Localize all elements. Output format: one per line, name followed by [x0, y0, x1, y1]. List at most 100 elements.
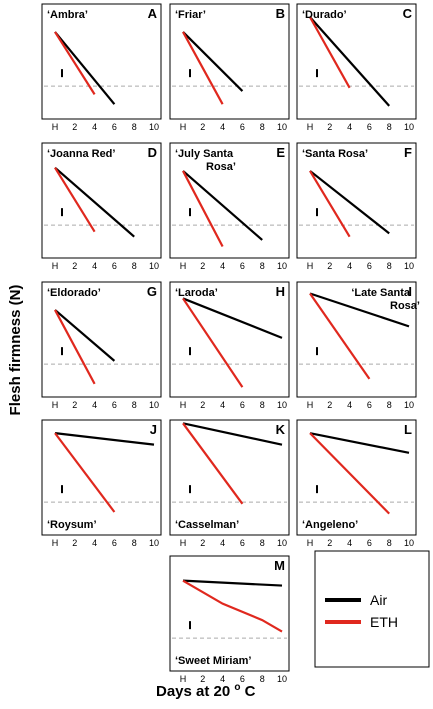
panel-letter: F [404, 145, 412, 160]
x-tick-label: 6 [240, 674, 245, 684]
panel-d: H 2 4 6 8 10 D ‘Joanna Red’ [41, 142, 162, 271]
x-tick-label: 6 [112, 122, 117, 132]
x-tick-label: 8 [132, 538, 137, 548]
panel-letter: D [148, 145, 157, 160]
cultivar-label: ‘Roysum’ [47, 519, 97, 531]
panel-frame [41, 419, 162, 536]
x-tick-label: 4 [220, 674, 225, 684]
series-line-air [182, 170, 263, 241]
x-axis-title: Days at 20 o C [156, 677, 256, 700]
panel-frame [41, 142, 162, 259]
x-tick-label: 2 [200, 674, 205, 684]
x-tick-label: 10 [277, 674, 287, 684]
x-tick-label: 2 [72, 122, 77, 132]
x-tick-label: 6 [112, 538, 117, 548]
cultivar-label: Rosa’ [206, 161, 236, 173]
x-tick-label: 8 [387, 538, 392, 548]
x-tick-label: 8 [260, 400, 265, 410]
x-tick-label: 2 [72, 261, 77, 271]
x-tick-label: 8 [260, 674, 265, 684]
x-tick-label: 4 [92, 538, 97, 548]
panel-letter: C [403, 6, 413, 21]
x-tick-label: H [307, 261, 314, 271]
series-line-air [182, 422, 283, 446]
panel-m: H 2 4 6 8 10 M ‘Sweet Miriam’ [169, 555, 290, 684]
x-tick-label: H [52, 538, 59, 548]
panel-a: H 2 4 6 8 10 A ‘Ambra’ [41, 3, 162, 132]
cultivar-label: ‘Ambra’ [47, 9, 88, 21]
x-tick-label: 10 [149, 400, 159, 410]
cultivar-label: Rosa’ [390, 300, 420, 312]
x-tick-label: 10 [404, 538, 414, 548]
x-tick-label: 10 [277, 122, 287, 132]
x-tick-label: 6 [367, 400, 372, 410]
panel-letter: J [150, 422, 157, 437]
series-line-eth [54, 31, 96, 95]
x-tick-label: 4 [92, 122, 97, 132]
cultivar-label: ‘Sweet Miriam’ [175, 655, 251, 667]
legend-box [314, 550, 430, 668]
panel-letter: H [276, 284, 285, 299]
series-line-eth [309, 170, 351, 238]
series-line-eth [309, 16, 351, 89]
series-line-eth [182, 170, 224, 248]
x-tick-label: 6 [367, 261, 372, 271]
panel-frame [169, 3, 290, 120]
x-tick-label: 10 [277, 261, 287, 271]
x-tick-label: 6 [112, 261, 117, 271]
x-tick-label: 2 [327, 400, 332, 410]
x-tick-label: 4 [92, 400, 97, 410]
panel-frame [296, 142, 417, 259]
x-tick-label: 8 [387, 400, 392, 410]
x-tick-label: 4 [220, 261, 225, 271]
x-tick-label: 2 [200, 261, 205, 271]
x-axis-title-unit: C [245, 683, 256, 700]
cultivar-label: ‘Durado’ [302, 9, 347, 21]
panel-h: H 2 4 6 8 10 H ‘Laroda’ [169, 281, 290, 410]
x-tick-label: 6 [240, 538, 245, 548]
panel-frame [296, 281, 417, 398]
panel-frame [41, 281, 162, 398]
x-tick-label: H [307, 122, 314, 132]
x-tick-label: H [180, 674, 187, 684]
series-line-eth [182, 31, 224, 105]
cultivar-label: ‘Angeleno’ [302, 519, 358, 531]
x-tick-label: H [180, 538, 187, 548]
x-tick-label: 10 [277, 538, 287, 548]
series-line-eth [309, 432, 390, 515]
series-line-air [182, 31, 244, 92]
panels: H 2 4 6 8 10 A ‘Ambra’ H 2 4 6 8 10 B ‘Friar’ H 2 4 6 8 10 C ‘D… [41, 3, 420, 684]
x-tick-label: 2 [327, 261, 332, 271]
x-axis-title-prefix: Days at 20 [156, 683, 230, 700]
series-line-air [54, 432, 155, 446]
cultivar-label: ‘July Santa [175, 148, 234, 160]
x-tick-label: 10 [404, 400, 414, 410]
panel-letter: I [408, 284, 412, 299]
series-line-air [182, 297, 283, 339]
x-tick-label: 10 [149, 538, 159, 548]
cultivar-label: ‘Casselman’ [175, 519, 239, 531]
cultivar-label: ‘Joanna Red’ [47, 148, 115, 160]
legend-label-eth: ETH [370, 614, 398, 630]
panel-frame [169, 419, 290, 536]
panel-frame [41, 3, 162, 120]
x-tick-label: 8 [132, 400, 137, 410]
series-line-eth [54, 432, 116, 513]
x-tick-label: 8 [260, 122, 265, 132]
panel-frame [169, 142, 290, 259]
panel-j: H 2 4 6 8 10 J ‘Roysum’ [41, 419, 162, 548]
panel-frame [169, 555, 290, 672]
cultivar-label: ‘Laroda’ [175, 287, 218, 299]
series-line-air [309, 170, 390, 235]
x-tick-label: H [307, 400, 314, 410]
series-line-eth [54, 309, 96, 385]
x-tick-label: 6 [240, 261, 245, 271]
series-line-air [309, 292, 410, 328]
x-tick-label: 2 [200, 122, 205, 132]
x-tick-label: H [52, 400, 59, 410]
x-tick-label: H [180, 261, 187, 271]
x-tick-label: 2 [72, 400, 77, 410]
series-line-eth [309, 292, 371, 380]
